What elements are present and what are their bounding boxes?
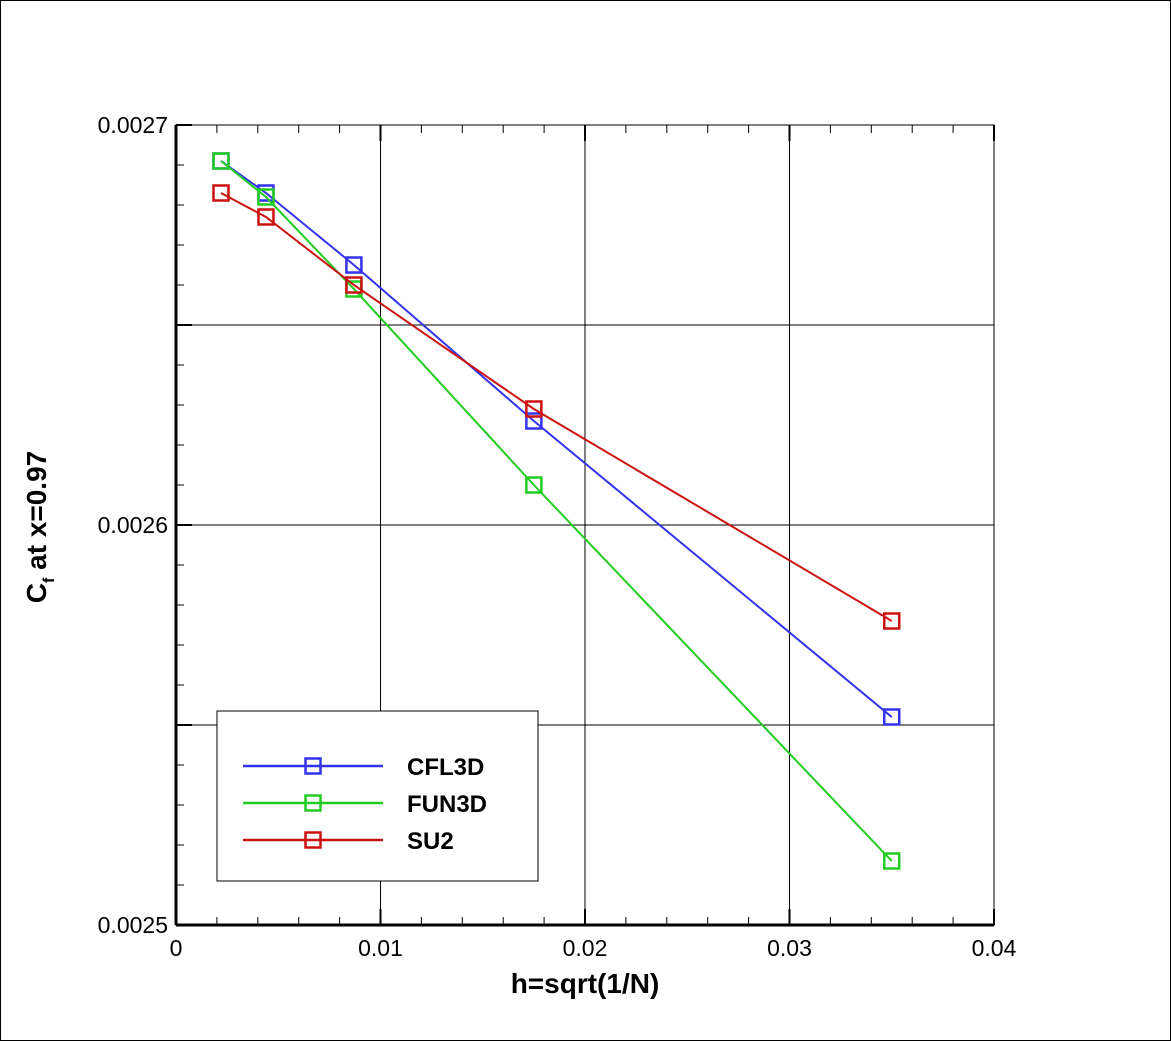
data-point [345,256,363,274]
legend-box [216,710,539,882]
data-point [212,184,230,202]
legend: CFL3D FUN3D SU2 [216,710,539,882]
ticks: 0 0.01 0.02 0.03 0.04 0.0025 0.0026 0.0027 [98,112,1017,961]
legend-label: CFL3D [407,754,484,781]
legend-item-su2: SU2 [243,828,454,855]
data-point [525,412,543,430]
data-point [212,152,230,170]
y-axis-title-subscript: f [41,577,58,583]
data-point [525,476,543,494]
legend-marker [304,794,322,812]
data-point [345,276,363,294]
x-tick-label: 0.04 [972,935,1017,961]
legend-marker [304,831,322,849]
data-point [525,400,543,418]
legend-marker [304,757,322,775]
data-point [257,188,275,206]
y-tick-label: 0.0027 [98,112,168,138]
data-point [883,708,901,726]
y-tick-label: 0.0026 [98,512,168,538]
series [212,152,901,870]
x-tick-label: 0.01 [358,935,403,961]
legend-item-cfl3d: CFL3D [243,754,484,781]
y-axis-title-main: C [21,583,52,603]
x-axis-title: h=sqrt(1/N) [511,968,660,999]
legend-item-fun3d: FUN3D [243,791,487,818]
y-tick-label: 0.0025 [98,912,168,938]
x-tick-label: 0 [170,935,183,961]
data-point [257,208,275,226]
series-line [220,160,893,862]
x-tick-label: 0.02 [563,935,608,961]
legend-label: FUN3D [407,791,487,818]
series-su2 [212,184,901,630]
legend-label: SU2 [407,828,454,855]
data-point [883,612,901,630]
series-line [220,192,893,622]
data-point [883,852,901,870]
series-line [220,160,893,718]
y-axis-title-rest: at x=0.97 [21,451,52,578]
y-axis-title: Cf at x=0.97 [21,451,58,603]
series-cfl3d [212,152,901,726]
x-tick-label: 0.03 [767,935,812,961]
